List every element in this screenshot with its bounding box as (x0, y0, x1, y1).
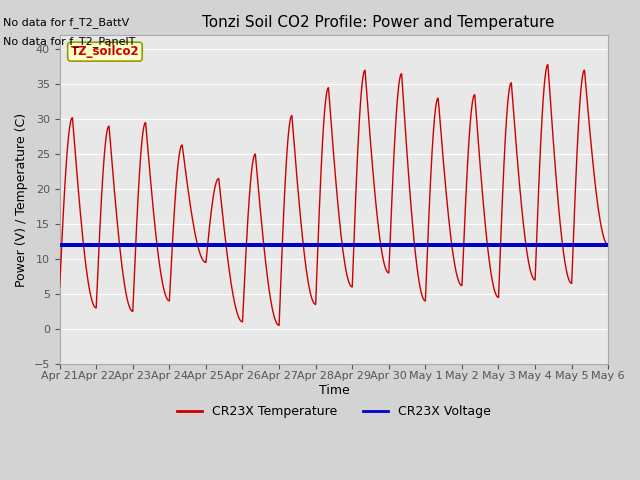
Text: No data for f_T2_PanelT: No data for f_T2_PanelT (3, 36, 136, 47)
Title: Tonzi Soil CO2 Profile: Power and Temperature: Tonzi Soil CO2 Profile: Power and Temper… (202, 15, 554, 30)
Text: No data for f_T2_BattV: No data for f_T2_BattV (3, 17, 129, 28)
Text: TZ_soilco2: TZ_soilco2 (70, 45, 140, 58)
X-axis label: Time: Time (319, 384, 349, 397)
Y-axis label: Power (V) / Temperature (C): Power (V) / Temperature (C) (15, 112, 28, 287)
Legend: CR23X Temperature, CR23X Voltage: CR23X Temperature, CR23X Voltage (172, 400, 495, 423)
